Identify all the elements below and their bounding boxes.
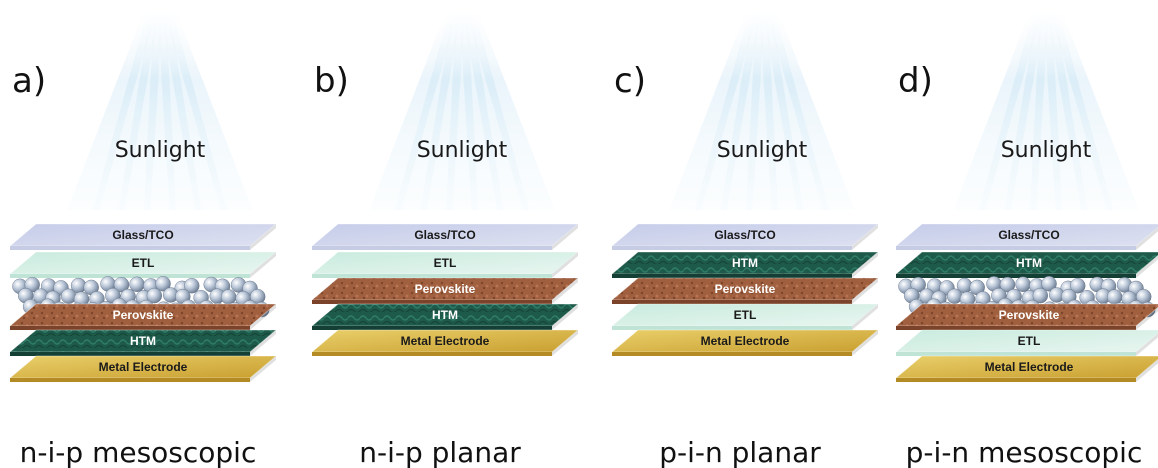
panel-d: d) Sunlight Glass/TCO HTM Perovskite ETL Metal… — [894, 10, 1158, 468]
layer-label-metal: Metal Electrode — [401, 334, 490, 348]
panel-c: c) Sunlight Glass/TCO HTM Perovskite ETL Metal… — [610, 10, 880, 468]
panel-letter: a) — [12, 61, 46, 101]
layer-perovskite: Perovskite — [610, 277, 880, 304]
layer-label-glass: Glass/TCO — [998, 228, 1059, 242]
sunlight-label: Sunlight — [1001, 138, 1092, 163]
layer-label-perovskite: Perovskite — [715, 282, 776, 296]
layer-label-perovskite: Perovskite — [113, 308, 174, 322]
layer-label-htm: HTM — [732, 256, 758, 270]
architecture-caption: n-i-p planar — [359, 436, 521, 468]
layer-htm: HTM — [610, 251, 880, 278]
layer-label-glass: Glass/TCO — [714, 228, 775, 242]
layer-etl: ETL — [8, 251, 278, 278]
sunlight-rays — [669, 10, 855, 210]
layer-label-metal: Metal Electrode — [99, 360, 188, 374]
layer-label-glass: Glass/TCO — [112, 228, 173, 242]
layer-label-etl: ETL — [734, 308, 757, 322]
layer-perovskite: Perovskite — [894, 303, 1158, 330]
layer-perovskite: Perovskite — [310, 277, 580, 304]
sunlight-label: Sunlight — [717, 138, 808, 163]
layer-label-glass: Glass/TCO — [414, 228, 475, 242]
layer-metal: Metal Electrode — [310, 329, 580, 356]
layer-perovskite: Perovskite — [8, 303, 278, 330]
layer-label-htm: HTM — [432, 308, 458, 322]
layer-htm: HTM — [310, 303, 580, 330]
panel-a: a) Sunlight Glass/TCO ETL Perovskite HTM Metal… — [8, 10, 278, 468]
layer-htm: HTM — [894, 251, 1158, 278]
sunlight-rays — [953, 10, 1139, 210]
architecture-caption: p-i-n planar — [659, 436, 821, 468]
architecture-caption: n-i-p mesoscopic — [20, 436, 257, 468]
layer-glass: Glass/TCO — [310, 223, 580, 250]
layer-metal: Metal Electrode — [610, 329, 880, 356]
layer-label-metal: Metal Electrode — [985, 360, 1074, 374]
layer-etl: ETL — [894, 329, 1158, 356]
layer-etl: ETL — [610, 303, 880, 330]
layer-label-etl: ETL — [132, 256, 155, 270]
layer-metal: Metal Electrode — [894, 355, 1158, 382]
layer-label-etl: ETL — [1018, 334, 1041, 348]
layer-label-metal: Metal Electrode — [701, 334, 790, 348]
layer-glass: Glass/TCO — [610, 223, 880, 250]
layer-label-htm: HTM — [1016, 256, 1042, 270]
layer-htm: HTM — [8, 329, 278, 356]
layer-label-etl: ETL — [434, 256, 457, 270]
layer-label-perovskite: Perovskite — [415, 282, 476, 296]
panel-letter: b) — [314, 61, 349, 101]
panel-letter: d) — [898, 61, 933, 101]
layer-glass: Glass/TCO — [8, 223, 278, 250]
sunlight-rays — [369, 10, 555, 210]
sunlight-label: Sunlight — [115, 138, 206, 163]
layer-label-perovskite: Perovskite — [999, 308, 1060, 322]
panel-letter: c) — [614, 61, 646, 101]
layer-metal: Metal Electrode — [8, 355, 278, 382]
layer-etl: ETL — [310, 251, 580, 278]
sunlight-rays — [67, 10, 253, 210]
panel-b: b) Sunlight Glass/TCO ETL Perovskite HTM Metal… — [310, 10, 580, 468]
layer-label-htm: HTM — [130, 334, 156, 348]
sunlight-label: Sunlight — [417, 138, 508, 163]
layer-glass: Glass/TCO — [894, 223, 1158, 250]
architecture-caption: p-i-n mesoscopic — [906, 436, 1143, 468]
